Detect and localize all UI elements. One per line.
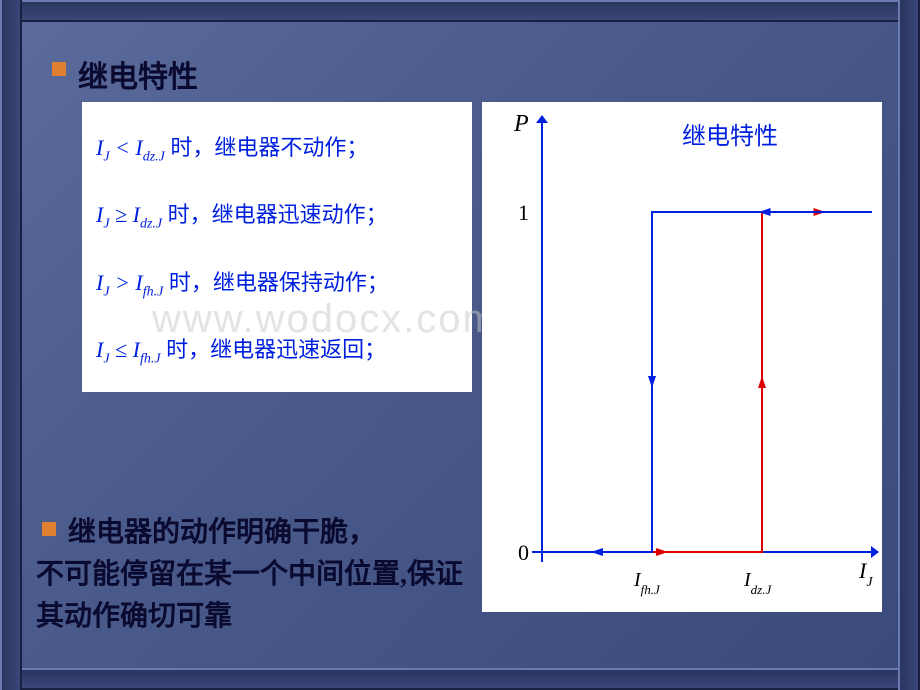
svg-text:0: 0: [518, 540, 529, 565]
conditions-panel: IJ < Idz.J 时，继电器不动作； IJ ≥ Idz.J 时，继电器迅速动…: [82, 102, 472, 392]
summary-lead: 继电器的动作明确干脆，: [68, 512, 376, 554]
relay-characteristic-chart: P IJ 继电特性 0 1 Ifh.J Idz.J: [482, 102, 882, 612]
svg-text:Idz.J: Idz.J: [743, 569, 772, 597]
bullet-icon: [52, 62, 66, 76]
slide-content: 继电特性 IJ < Idz.J 时，继电器不动作； IJ ≥ Idz.J 时，继…: [22, 22, 898, 668]
chart-svg: P IJ 继电特性 0 1 Ifh.J Idz.J: [482, 102, 882, 612]
svg-text:P: P: [513, 111, 529, 137]
condition-line: IJ < Idz.J 时，继电器不动作；: [96, 130, 458, 165]
svg-text:Ifh.J: Ifh.J: [633, 569, 661, 597]
heading-row: 继电特性: [52, 52, 198, 96]
svg-text:继电特性: 继电特性: [682, 123, 778, 150]
svg-text:1: 1: [518, 200, 529, 225]
condition-line: IJ ≤ Ifh.J 时，继电器迅速返回；: [96, 332, 458, 367]
condition-line: IJ ≥ Idz.J 时，继电器迅速动作；: [96, 197, 458, 232]
summary-rest: 不可能停留在某一个中间位置,保证其动作确切可靠: [36, 554, 472, 638]
svg-text:IJ: IJ: [858, 558, 873, 590]
bullet-icon: [42, 522, 56, 536]
summary-block: 继电器的动作明确干脆， 不可能停留在某一个中间位置,保证其动作确切可靠: [42, 512, 472, 638]
heading-text: 继电特性: [78, 52, 198, 96]
condition-line: IJ > Ifh.J 时，继电器保持动作；: [96, 265, 458, 300]
